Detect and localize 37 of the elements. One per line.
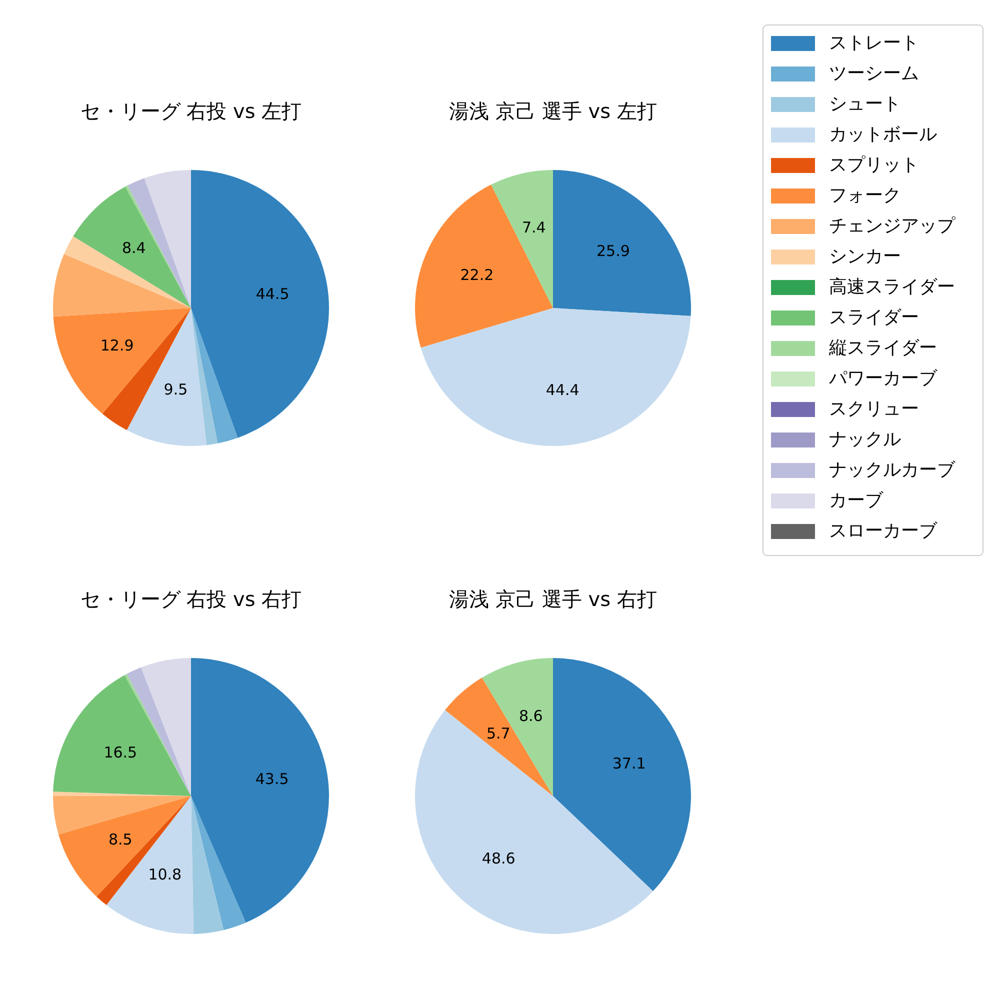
data-label: 8.4 [122,239,146,257]
legend-label: 縦スライダー [828,338,937,358]
data-label: 16.5 [104,744,138,762]
data-label: 10.8 [148,866,182,884]
data-label: 7.4 [522,218,546,236]
chart-title: セ・リーグ 右投 vs 右打 [80,587,302,611]
legend-label: シュート [829,94,901,114]
text: セ・リーグ 右投 vs 左打 [80,99,302,123]
legend-label: ストレート [829,32,919,54]
data-label: 9.5 [164,380,188,398]
data-label: 8.6 [518,707,543,726]
data-label: 48.6 [482,849,516,868]
legend-label: ナックル [829,429,901,450]
data-label: 25.9 [596,242,630,260]
chart-title: 湯浅 京己 選手 vs 右打 [449,587,657,611]
data-label: 44.5 [256,284,290,303]
chart-title: 湯浅 京己 選手 vs 左打 [449,99,657,123]
legend-label: ナックルカーブ [829,460,956,480]
data-label: 43.5 [255,770,289,788]
legend-label: カーブ [829,490,884,511]
legend-label: 高速スライダー [829,276,955,298]
legend-label: スクリュー [829,398,919,420]
legend-label: カットボール [829,124,937,145]
legend-label: シンカー [829,246,901,267]
data-label: 37.1 [612,754,646,772]
data-label: 8.5 [108,830,132,848]
legend-label: スライダー [829,307,919,328]
legend-label: ツーシーム [829,63,919,84]
data-label: 44.4 [546,381,580,400]
legend-label: フォーク [829,185,901,206]
legend-label: パワーカーブ [828,368,938,389]
data-label: 12.9 [100,336,134,354]
data-label: 5.7 [486,724,510,743]
legend-label: スローカーブ [829,520,938,542]
legend-label: チェンジアップ [829,216,956,236]
legend-label: スプリット [829,154,919,176]
data-label: 22.2 [460,266,494,284]
